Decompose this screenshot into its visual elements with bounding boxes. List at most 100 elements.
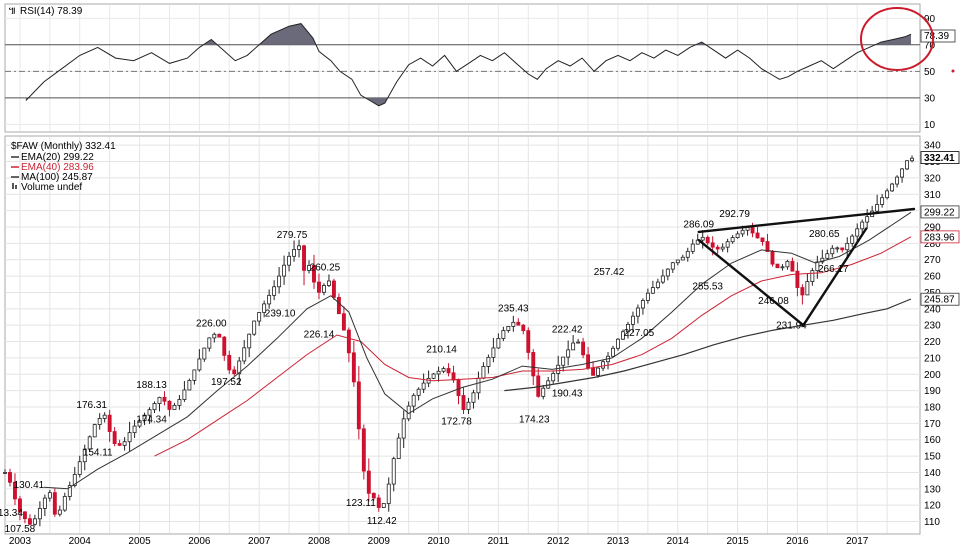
x-axis-ticks: 2003 2004 2005 2006 2007 2008 2009 2010 2011 2012… <box>9 536 869 546</box>
candle-body <box>665 268 670 277</box>
rsi-title: ៕ RSI(14) 78.39 <box>8 6 83 17</box>
candle-body <box>212 333 217 339</box>
candle-body <box>635 307 640 317</box>
candle-body <box>197 358 202 371</box>
candle-body <box>396 437 401 460</box>
candle-body <box>142 414 147 422</box>
legend: $FAW (Monthly) 332.41 EMA(20) 299.22EMA(… <box>11 141 116 193</box>
price-y-tick-label: 230 <box>924 321 941 332</box>
candle-body <box>351 352 356 383</box>
rsi-red-dot <box>951 69 955 73</box>
candle-body <box>282 264 287 277</box>
price-y-tick-label: 190 <box>924 386 941 397</box>
candle-body <box>780 266 785 269</box>
candle-body <box>72 474 77 486</box>
price-annotation: 107.58 <box>5 524 36 535</box>
candle-body <box>900 168 905 178</box>
rsi-y-tick-label: 50 <box>924 67 936 78</box>
candle-body <box>187 380 192 391</box>
candle-body <box>217 333 222 338</box>
price-y-tick-label: 270 <box>924 255 941 266</box>
price-y-tick-label: 140 <box>924 468 941 479</box>
right-value-label: 245.87 <box>924 295 955 306</box>
trend-line <box>802 227 868 327</box>
candle-body <box>167 400 172 410</box>
candle-body <box>207 337 212 349</box>
price-y-tick-label: 150 <box>924 452 941 463</box>
candle-body <box>785 260 790 268</box>
candle-body <box>152 403 157 411</box>
candle-body <box>566 349 571 358</box>
candle-body <box>122 441 127 446</box>
candle-body <box>845 242 850 251</box>
candle-body <box>87 436 92 450</box>
price-annotation: 210.14 <box>426 345 457 356</box>
x-tick-label: 2013 <box>607 536 630 546</box>
rsi-y-tick-label: 30 <box>924 93 936 104</box>
candle-body <box>591 367 596 376</box>
right-value-labels: 332.41 299.22 283.96 245.87 <box>920 151 960 306</box>
candle-body <box>626 323 630 333</box>
candle-body <box>47 492 52 499</box>
candle-body <box>456 379 461 396</box>
price-y-tick-label: 110 <box>924 517 940 528</box>
candle-body <box>107 414 112 432</box>
price-annotation: 222.42 <box>552 324 583 335</box>
candle-body <box>202 347 207 360</box>
candle-body <box>361 428 366 472</box>
ema40-line <box>154 236 912 457</box>
candle-body <box>630 315 635 325</box>
candle-body <box>416 388 421 396</box>
candle-body <box>735 233 740 238</box>
candle-body <box>650 287 655 294</box>
price-y-tick-label: 290 <box>924 223 941 234</box>
x-tick-label: 2007 <box>248 536 271 546</box>
candle-body <box>157 396 162 404</box>
candle-body <box>710 242 715 248</box>
rsi-y-ticks: 10 30 50 70 90 <box>924 14 936 131</box>
candle-body <box>910 157 914 162</box>
price-y-tick-label: 240 <box>924 304 941 315</box>
price-annotation: 231.94 <box>776 320 807 331</box>
candle-body <box>62 496 67 511</box>
right-value-label: 299.22 <box>924 207 955 218</box>
candle-body <box>371 492 376 499</box>
candle-body <box>551 373 556 382</box>
price-y-tick-label: 220 <box>924 337 941 348</box>
price-annotation: 197.52 <box>211 377 242 388</box>
x-tick-label: 2009 <box>368 536 391 546</box>
candle-body <box>421 382 426 390</box>
candle-body <box>172 404 177 410</box>
candle-body <box>561 356 566 366</box>
candle-body <box>770 251 775 265</box>
price-annotation: 235.43 <box>498 303 529 314</box>
candle-body <box>3 472 7 474</box>
price-panel-frame <box>4 135 921 535</box>
rsi-value-label: 78.39 <box>924 31 949 42</box>
candle-body <box>242 347 247 362</box>
rsi-value-badge: 78.39 <box>920 29 956 43</box>
x-tick-label: 2011 <box>488 536 510 546</box>
candle-body <box>905 160 909 170</box>
candle-body <box>675 259 680 264</box>
candle-body <box>755 232 760 239</box>
rsi-y-tick-label: 10 <box>924 120 936 131</box>
candle-body <box>471 392 476 403</box>
candle-body <box>541 387 546 397</box>
candle-body <box>506 326 511 331</box>
rsi-levels <box>5 44 920 99</box>
candle-body <box>616 338 620 349</box>
candle-body <box>277 275 282 288</box>
x-tick-label: 2008 <box>308 536 331 546</box>
candle-body <box>336 296 341 315</box>
candle-body <box>257 312 262 322</box>
candle-body <box>252 320 257 335</box>
price-annotation: 154.11 <box>83 447 113 458</box>
candle-body <box>511 321 516 327</box>
price-annotations: 113.34 107.58 130.41 176.31 154.11 188.13 174.… <box>0 209 849 535</box>
price-annotation: 246.08 <box>758 296 789 307</box>
price-annotation: 280.65 <box>809 229 840 240</box>
trend-line <box>697 238 805 327</box>
candle-body <box>97 418 102 425</box>
rsi-highlight-circle <box>860 7 934 71</box>
